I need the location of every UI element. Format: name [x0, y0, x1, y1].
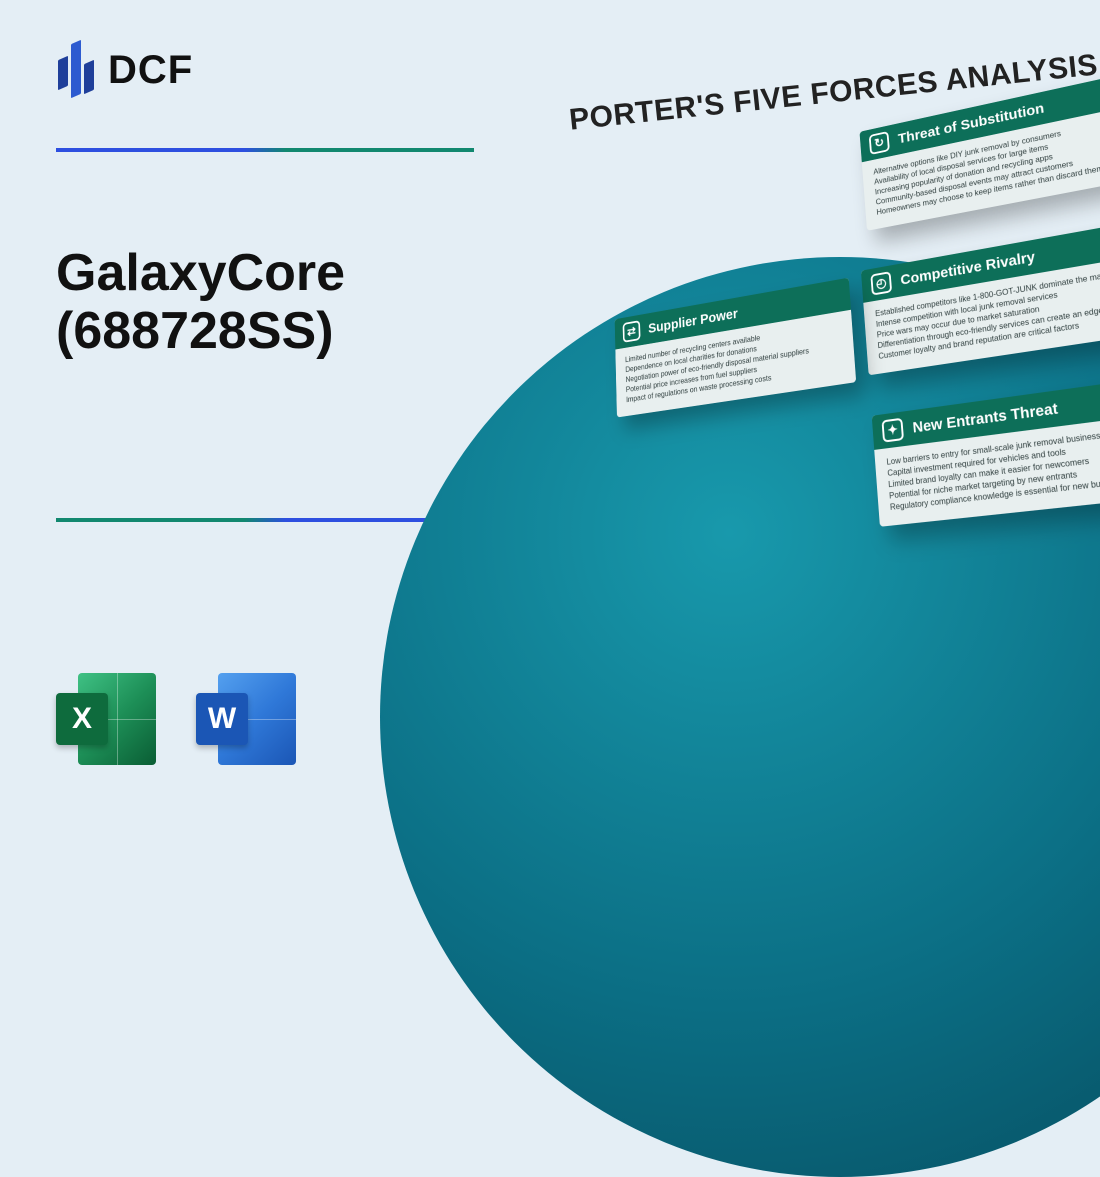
word-file-icon[interactable]: W	[196, 667, 304, 771]
clock-icon: ◴	[870, 271, 892, 295]
brand-logo-mark	[56, 42, 96, 98]
title-line-2: (688728SS)	[56, 302, 345, 360]
card-rivalry: ◴ Competitive Rivalry Established compet…	[861, 222, 1100, 376]
card-new-entrants: ✦ New Entrants Threat Low barriers to en…	[872, 377, 1100, 527]
brand-logo: DCF	[56, 42, 193, 98]
person-icon: ✦	[881, 418, 904, 443]
word-letter: W	[208, 702, 236, 736]
card-supplier: ⇄ Supplier Power Limited number of recyc…	[615, 278, 857, 418]
excel-file-icon[interactable]: X	[56, 667, 164, 771]
page-title: GalaxyCore (688728SS)	[56, 244, 345, 360]
file-icons: X W	[56, 667, 304, 771]
title-line-1: GalaxyCore	[56, 244, 345, 302]
card-substitution: ↻ Threat of Substitution Alternative opt…	[859, 74, 1100, 231]
excel-letter: X	[72, 702, 92, 736]
divider-bottom	[56, 518, 474, 522]
brand-name: DCF	[108, 48, 193, 93]
link-icon: ⇄	[623, 320, 641, 343]
divider-top	[56, 148, 474, 152]
refresh-icon: ↻	[869, 131, 890, 155]
